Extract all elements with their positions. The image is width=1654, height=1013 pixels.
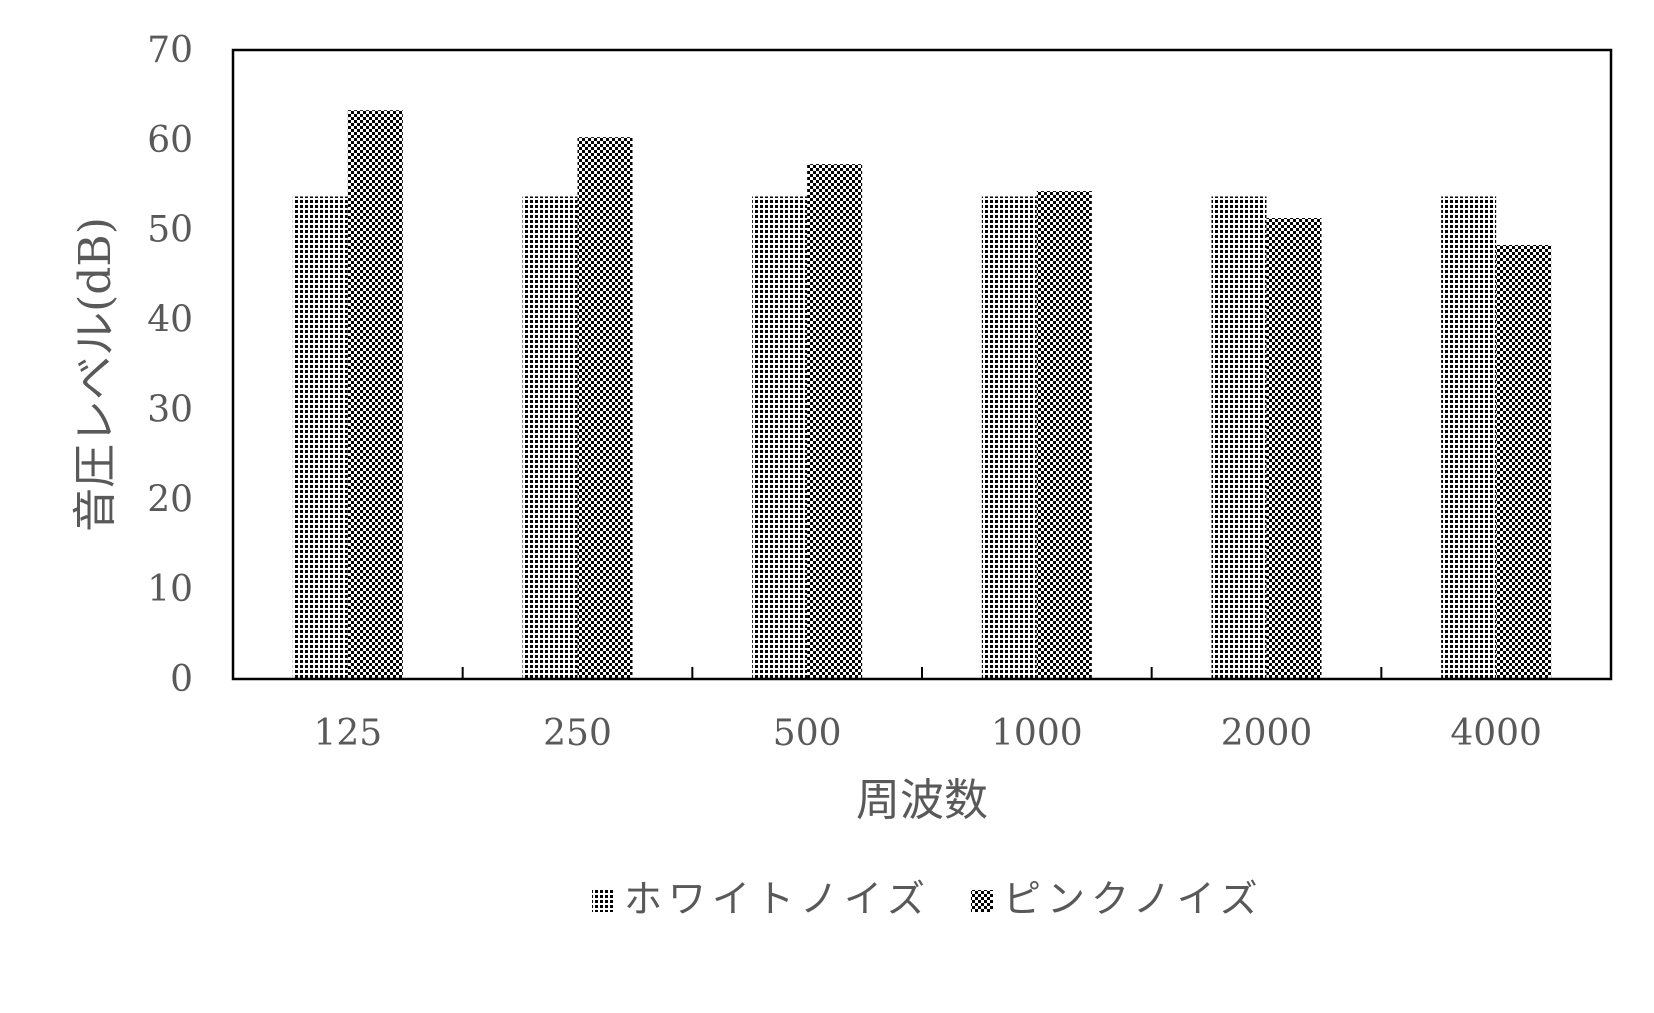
y-tick-label: 10: [147, 569, 193, 610]
y-tick-label: 20: [147, 479, 193, 520]
x-tick-label: 2000: [1221, 713, 1313, 754]
x-tick-label: 1000: [991, 713, 1083, 754]
y-tick-label: 30: [147, 389, 193, 430]
axes-layer: [231, 48, 1613, 681]
y-tick-label: 50: [147, 210, 193, 251]
bar-white-noise-125: [292, 196, 348, 679]
x-axis-title: 周波数: [856, 775, 988, 826]
plot-frame: [231, 48, 1613, 681]
bar-pink-noise-500: [807, 164, 863, 679]
bar-white-noise-500: [752, 196, 808, 679]
bar-white-noise-2000: [1211, 196, 1267, 679]
y-tick-label: 60: [147, 120, 193, 161]
x-tick-label: 125: [313, 713, 382, 754]
bar-white-noise-250: [522, 196, 578, 679]
legend: ホワイトノイズ ピンクノイズ: [592, 877, 1264, 921]
y-axis-title: 音圧レベル(dB): [70, 217, 121, 532]
y-tick-label: 70: [147, 30, 193, 71]
x-tick-label: 4000: [1450, 713, 1542, 754]
legend-label-white-noise: ホワイトノイズ: [624, 877, 931, 921]
bars-layer: [292, 110, 1552, 680]
bar-pink-noise-250: [577, 137, 633, 679]
bar-pink-noise-125: [347, 110, 403, 679]
y-tick-label: 0: [170, 659, 193, 700]
bar-pink-noise-4000: [1496, 244, 1552, 680]
legend-swatch-pink-noise: [971, 890, 993, 912]
x-tick-label: 500: [773, 713, 842, 754]
y-tick-label: 40: [147, 300, 193, 341]
legend-label-pink-noise: ピンクノイズ: [1003, 877, 1264, 921]
bar-pink-noise-1000: [1036, 191, 1092, 679]
bar-pink-noise-2000: [1266, 218, 1322, 680]
bar-white-noise-4000: [1441, 196, 1497, 679]
legend-swatch-white-noise: [592, 890, 614, 912]
labels-layer: 0 10 20 30 40 50 60 70 125 250 500 1000 2000 4000 周波数 音…: [70, 30, 1542, 826]
bar-white-noise-1000: [981, 196, 1037, 679]
x-tick-label: 250: [543, 713, 612, 754]
